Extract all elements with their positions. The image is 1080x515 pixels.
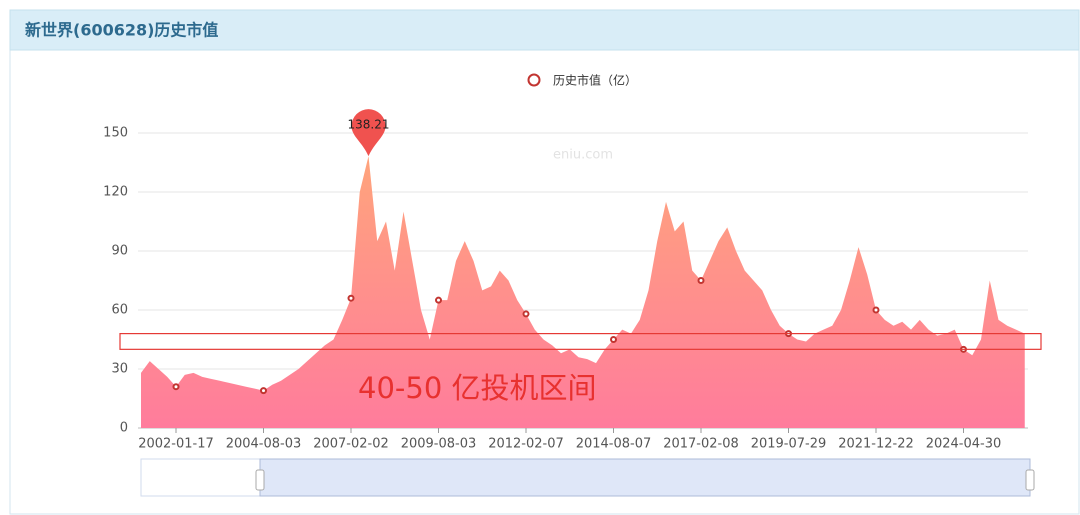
legend-icon[interactable]: [527, 73, 541, 87]
data-zoom[interactable]: [140, 458, 1035, 497]
point: [610, 336, 617, 343]
y-tick-label: 150: [103, 126, 128, 141]
x-tick-label: 2019-07-29: [751, 437, 827, 452]
point: [347, 294, 355, 302]
watermark: eniu.com: [553, 148, 613, 163]
annotation: 40-50 亿投机区间: [358, 371, 597, 405]
point: [260, 387, 267, 395]
panel-header: [9, 9, 1080, 51]
y-tick-label: 30: [111, 362, 128, 377]
x-tick-label: 2007-02-02: [313, 437, 389, 452]
point: [522, 310, 530, 318]
y-tick-label: 0: [120, 421, 128, 436]
x-tick-label: 2009-08-03: [401, 437, 477, 452]
legend-label[interactable]: 历史市值（亿）: [553, 73, 637, 88]
point: [172, 383, 180, 391]
max-label: 138.21: [348, 118, 390, 132]
panel: [9, 9, 1080, 515]
x-tick-label: 2004-08-03: [226, 437, 302, 452]
max-pin: [351, 109, 386, 157]
x-tick-label: 2002-01-17: [138, 437, 214, 452]
x-tick-label: 2024-04-30: [926, 437, 1002, 452]
zoom-handle[interactable]: [255, 469, 265, 491]
point: [872, 306, 880, 314]
chart-title: 新世界(600628)历史市值: [25, 21, 218, 40]
y-tick-label: 120: [103, 185, 128, 200]
point: [435, 296, 442, 304]
point: [697, 277, 705, 284]
zoom-handle[interactable]: [1025, 469, 1035, 491]
y-tick-label: 90: [111, 244, 128, 259]
y-tick-label: 60: [111, 303, 128, 318]
x-tick-label: 2017-02-08: [663, 437, 739, 452]
highlight-band: [119, 333, 1042, 350]
zoom-window[interactable]: [259, 458, 1031, 497]
x-tick-label: 2021-12-22: [838, 437, 914, 452]
area: [141, 156, 1025, 428]
x-tick-label: 2014-08-07: [576, 437, 652, 452]
x-tick-label: 2012-02-07: [488, 437, 564, 452]
